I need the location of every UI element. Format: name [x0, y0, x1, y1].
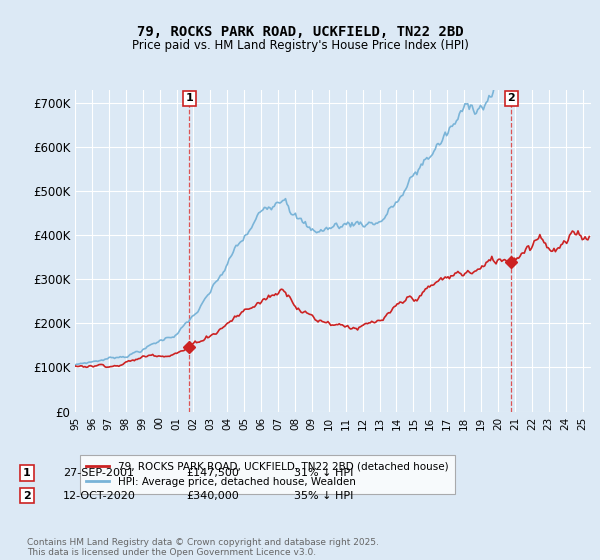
Text: 27-SEP-2001: 27-SEP-2001 — [63, 468, 134, 478]
Text: Price paid vs. HM Land Registry's House Price Index (HPI): Price paid vs. HM Land Registry's House … — [131, 39, 469, 52]
Text: Contains HM Land Registry data © Crown copyright and database right 2025.
This d: Contains HM Land Registry data © Crown c… — [27, 538, 379, 557]
Text: 1: 1 — [185, 94, 193, 104]
Text: 35% ↓ HPI: 35% ↓ HPI — [294, 491, 353, 501]
Text: 31% ↓ HPI: 31% ↓ HPI — [294, 468, 353, 478]
Legend: 79, ROCKS PARK ROAD, UCKFIELD, TN22 2BD (detached house), HPI: Average price, de: 79, ROCKS PARK ROAD, UCKFIELD, TN22 2BD … — [80, 455, 455, 493]
Text: 2: 2 — [23, 491, 31, 501]
Text: 1: 1 — [23, 468, 31, 478]
Text: £147,500: £147,500 — [186, 468, 239, 478]
Text: 79, ROCKS PARK ROAD, UCKFIELD, TN22 2BD: 79, ROCKS PARK ROAD, UCKFIELD, TN22 2BD — [137, 25, 463, 39]
Text: 2: 2 — [508, 94, 515, 104]
Text: 12-OCT-2020: 12-OCT-2020 — [63, 491, 136, 501]
Text: £340,000: £340,000 — [186, 491, 239, 501]
